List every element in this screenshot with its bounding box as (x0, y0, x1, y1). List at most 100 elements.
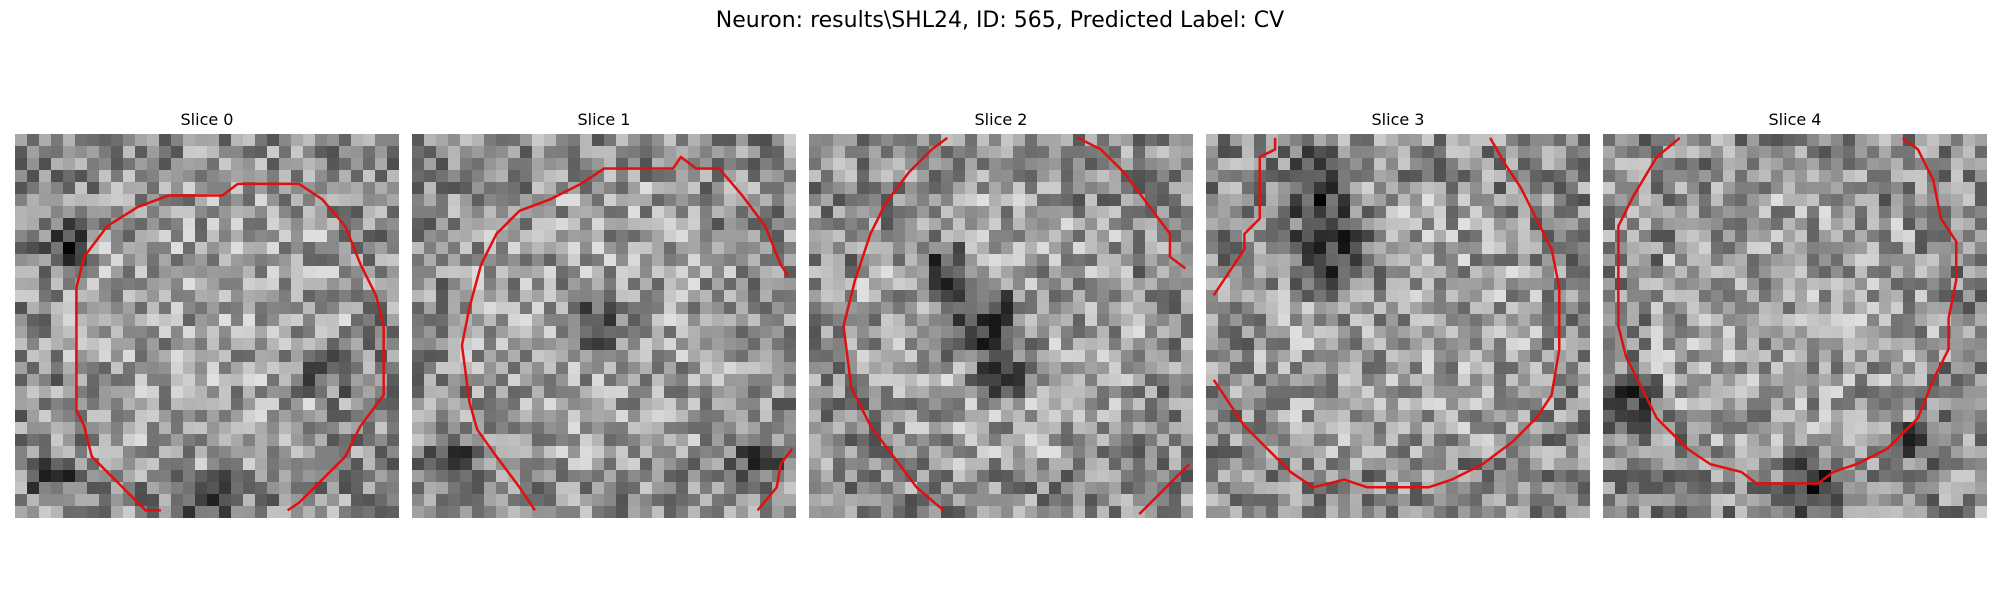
image-pixel (1157, 278, 1170, 291)
image-pixel (1314, 290, 1327, 303)
image-pixel (1554, 446, 1567, 459)
image-pixel (1506, 290, 1519, 303)
image-pixel (219, 434, 232, 447)
image-pixel (1073, 134, 1086, 147)
image-pixel (412, 134, 425, 147)
image-pixel (1386, 326, 1399, 339)
image-pixel (1699, 458, 1712, 471)
image-pixel (784, 386, 796, 399)
image-pixel (1603, 254, 1616, 267)
image-pixel (1025, 386, 1038, 399)
image-pixel (1927, 206, 1940, 219)
image-pixel (75, 446, 88, 459)
image-pixel (99, 134, 112, 147)
image-pixel (207, 206, 220, 219)
image-pixel (1037, 458, 1050, 471)
image-pixel (1518, 278, 1531, 291)
image-pixel (231, 278, 244, 291)
image-pixel (833, 290, 846, 303)
image-pixel (1843, 278, 1856, 291)
image-pixel (1554, 146, 1567, 159)
image-pixel (724, 326, 737, 339)
image-pixel (1711, 254, 1724, 267)
image-pixel (1831, 350, 1844, 363)
image-pixel (1362, 218, 1375, 231)
image-pixel (965, 278, 978, 291)
image-pixel (255, 314, 268, 327)
image-pixel (1819, 242, 1832, 255)
image-pixel (664, 134, 677, 147)
image-pixel (1843, 266, 1856, 279)
image-pixel (1939, 362, 1952, 375)
image-pixel (893, 362, 906, 375)
image-pixel (1482, 362, 1495, 375)
image-pixel (207, 254, 220, 267)
image-pixel (1530, 458, 1543, 471)
image-pixel (1927, 278, 1940, 291)
image-pixel (1759, 458, 1772, 471)
image-pixel (1386, 266, 1399, 279)
image-pixel (1302, 338, 1315, 351)
image-pixel (1109, 278, 1122, 291)
image-pixel (760, 170, 773, 183)
image-pixel (1410, 158, 1423, 171)
image-pixel (243, 422, 256, 435)
image-pixel (580, 494, 593, 507)
image-pixel (135, 158, 148, 171)
image-pixel (1494, 170, 1507, 183)
image-pixel (460, 470, 473, 483)
image-pixel (520, 290, 533, 303)
image-pixel (1723, 266, 1736, 279)
image-pixel (87, 242, 100, 255)
image-pixel (676, 146, 689, 159)
image-pixel (1109, 350, 1122, 363)
image-pixel (1759, 158, 1772, 171)
image-pixel (1206, 170, 1219, 183)
image-pixel (1374, 146, 1387, 159)
image-pixel (327, 170, 340, 183)
image-pixel (1711, 290, 1724, 303)
image-pixel (1434, 410, 1447, 423)
image-pixel (833, 254, 846, 267)
image-pixel (1482, 254, 1495, 267)
image-pixel (1807, 278, 1820, 291)
image-pixel (1699, 158, 1712, 171)
image-pixel (929, 422, 942, 435)
image-pixel (1747, 374, 1760, 387)
image-pixel (772, 218, 785, 231)
image-pixel (748, 446, 761, 459)
image-pixel (1338, 134, 1351, 147)
image-pixel (700, 302, 713, 315)
image-pixel (1855, 410, 1868, 423)
image-pixel (568, 410, 581, 423)
image-pixel (929, 410, 942, 423)
image-pixel (255, 362, 268, 375)
image-pixel (941, 482, 954, 495)
image-pixel (905, 482, 918, 495)
image-pixel (640, 374, 653, 387)
image-pixel (1675, 206, 1688, 219)
image-pixel (1855, 350, 1868, 363)
image-pixel (508, 398, 521, 411)
image-pixel (1975, 338, 1987, 351)
image-pixel (628, 470, 641, 483)
image-pixel (1458, 158, 1471, 171)
image-pixel (147, 470, 160, 483)
image-pixel (1434, 182, 1447, 195)
image-pixel (183, 422, 196, 435)
image-pixel (1615, 422, 1628, 435)
image-pixel (857, 302, 870, 315)
image-pixel (869, 302, 882, 315)
image-pixel (616, 194, 629, 207)
image-pixel (207, 218, 220, 231)
image-pixel (496, 146, 509, 159)
image-pixel (291, 266, 304, 279)
image-pixel (1603, 206, 1616, 219)
image-pixel (1290, 242, 1303, 255)
image-pixel (1446, 350, 1459, 363)
image-pixel (1554, 230, 1567, 243)
image-pixel (508, 242, 521, 255)
image-pixel (75, 434, 88, 447)
image-pixel (1687, 302, 1700, 315)
image-pixel (219, 374, 232, 387)
